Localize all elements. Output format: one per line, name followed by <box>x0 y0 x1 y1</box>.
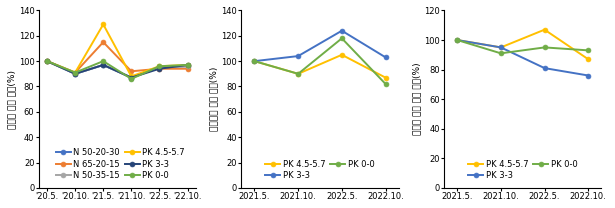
N 50-20-30 <box>44 60 51 62</box>
PK 4.5-5.7 <box>44 60 51 62</box>
Line: N 50-35-15: N 50-35-15 <box>45 59 190 80</box>
Line: PK 0-0: PK 0-0 <box>454 38 590 56</box>
N 65-20-15 <box>44 60 51 62</box>
PK 4.5-5.7 <box>585 58 592 61</box>
Legend: PK 4.5-5.7, PK 3-3, PK 0-0: PK 4.5-5.7, PK 3-3, PK 0-0 <box>265 160 375 180</box>
PK 0-0 <box>71 71 79 74</box>
PK 3-3 <box>128 76 135 79</box>
PK 0-0 <box>382 83 389 85</box>
PK 4.5-5.7 <box>453 39 461 41</box>
Legend: PK 4.5-5.7, PK 3-3, PK 0-0: PK 4.5-5.7, PK 3-3, PK 0-0 <box>468 160 577 180</box>
PK 3-3 <box>251 60 258 62</box>
PK 0-0 <box>541 46 548 49</box>
Line: PK 0-0: PK 0-0 <box>45 59 190 81</box>
PK 4.5-5.7 <box>156 65 163 67</box>
N 50-35-15 <box>44 60 51 62</box>
N 50-20-30 <box>156 66 163 69</box>
Line: N 65-20-15: N 65-20-15 <box>45 40 190 75</box>
PK 4.5-5.7 <box>71 71 79 74</box>
Line: PK 4.5-5.7: PK 4.5-5.7 <box>252 52 388 80</box>
Line: PK 3-3: PK 3-3 <box>252 28 388 64</box>
Line: PK 4.5-5.7: PK 4.5-5.7 <box>45 22 190 79</box>
PK 0-0 <box>44 60 51 62</box>
PK 4.5-5.7 <box>295 73 302 75</box>
PK 3-3 <box>100 64 107 66</box>
PK 3-3 <box>295 55 302 57</box>
PK 3-3 <box>338 30 346 32</box>
N 65-20-15 <box>184 68 191 70</box>
PK 4.5-5.7 <box>382 76 389 79</box>
PK 0-0 <box>295 73 302 75</box>
N 50-20-30 <box>71 73 79 75</box>
Line: PK 3-3: PK 3-3 <box>45 59 190 80</box>
PK 3-3 <box>497 46 504 49</box>
PK 3-3 <box>453 39 461 41</box>
N 65-20-15 <box>156 68 163 70</box>
Y-axis label: 앑질소 함량 변화(%): 앑질소 함량 변화(%) <box>7 70 16 129</box>
PK 0-0 <box>128 78 135 80</box>
Line: PK 4.5-5.7: PK 4.5-5.7 <box>454 27 590 62</box>
PK 3-3 <box>156 68 163 70</box>
N 50-35-15 <box>156 66 163 69</box>
PK 0-0 <box>338 37 346 40</box>
PK 3-3 <box>71 73 79 75</box>
Line: N 50-20-30: N 50-20-30 <box>45 59 190 80</box>
PK 0-0 <box>100 60 107 62</box>
PK 3-3 <box>585 74 592 77</box>
N 50-20-30 <box>100 64 107 66</box>
PK 0-0 <box>453 39 461 41</box>
N 50-35-15 <box>100 64 107 66</box>
N 50-35-15 <box>128 76 135 79</box>
N 50-35-15 <box>184 65 191 67</box>
PK 3-3 <box>44 60 51 62</box>
PK 3-3 <box>382 56 389 59</box>
PK 4.5-5.7 <box>100 23 107 26</box>
Y-axis label: 유효인산 함량 변화(%): 유효인산 함량 변화(%) <box>210 67 219 131</box>
PK 0-0 <box>251 60 258 62</box>
N 65-20-15 <box>128 70 135 73</box>
PK 4.5-5.7 <box>497 46 504 49</box>
N 65-20-15 <box>100 41 107 43</box>
PK 4.5-5.7 <box>128 75 135 78</box>
PK 4.5-5.7 <box>184 64 191 66</box>
Y-axis label: 치환성 칼륨 함량 변화(%): 치환성 칼륨 함량 변화(%) <box>412 63 421 135</box>
PK 0-0 <box>184 64 191 66</box>
Legend: N 50-20-30, N 65-20-15, N 50-35-15, PK 4.5-5.7, PK 3-3, PK 0-0: N 50-20-30, N 65-20-15, N 50-35-15, PK 4… <box>56 148 185 180</box>
PK 0-0 <box>585 49 592 52</box>
PK 3-3 <box>541 67 548 69</box>
PK 4.5-5.7 <box>338 53 346 56</box>
N 50-20-30 <box>184 65 191 67</box>
PK 0-0 <box>156 65 163 67</box>
PK 0-0 <box>497 52 504 54</box>
PK 3-3 <box>184 64 191 66</box>
PK 4.5-5.7 <box>251 60 258 62</box>
Line: PK 3-3: PK 3-3 <box>454 38 590 78</box>
N 50-35-15 <box>71 73 79 75</box>
N 50-20-30 <box>128 76 135 79</box>
PK 4.5-5.7 <box>541 28 548 31</box>
N 65-20-15 <box>71 71 79 74</box>
Line: PK 0-0: PK 0-0 <box>252 36 388 86</box>
